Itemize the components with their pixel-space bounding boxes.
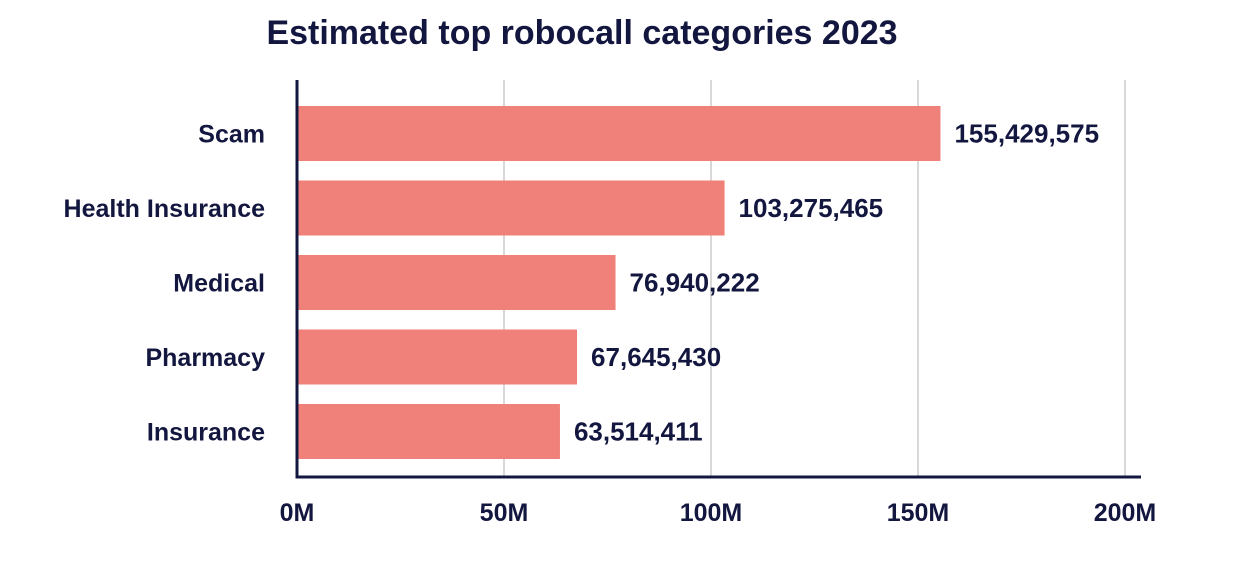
bar xyxy=(297,404,560,459)
bar xyxy=(297,106,941,161)
value-label: 63,514,411 xyxy=(574,417,703,447)
x-tick-label: 200M xyxy=(1094,499,1157,527)
bar xyxy=(297,329,578,385)
x-tick-labels: 0M 50M 100M 150M 200M xyxy=(280,499,1157,527)
value-labels: 155,429,575 103,275,465 76,940,222 67,645,4… xyxy=(574,119,1099,447)
axes xyxy=(295,80,1141,479)
value-label: 67,645,430 xyxy=(591,342,721,372)
value-label: 103,275,465 xyxy=(739,193,884,223)
chart-title: Estimated top robocall categories 2023 xyxy=(266,14,897,52)
x-tick-label: 0M xyxy=(280,499,315,527)
category-label: Health Insurance xyxy=(64,195,266,223)
value-label: 155,429,575 xyxy=(954,119,1099,149)
category-label: Insurance xyxy=(147,419,265,447)
bar xyxy=(297,180,725,236)
bars xyxy=(297,106,941,459)
value-label: 76,940,222 xyxy=(630,268,760,298)
x-tick-label: 150M xyxy=(887,499,950,527)
bar xyxy=(297,255,616,310)
x-tick-label: 100M xyxy=(680,499,743,527)
category-label: Scam xyxy=(198,121,265,149)
category-labels: Scam Health Insurance Medical Pharmacy Insur… xyxy=(64,121,266,447)
category-label: Pharmacy xyxy=(145,344,265,372)
category-label: Medical xyxy=(173,270,265,298)
x-tick-label: 50M xyxy=(480,499,529,527)
